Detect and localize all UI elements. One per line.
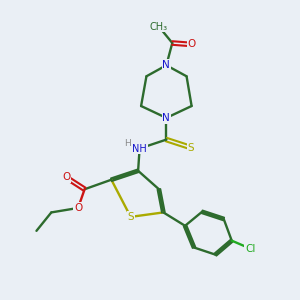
Text: N: N bbox=[163, 113, 170, 123]
Text: N: N bbox=[163, 60, 170, 70]
Text: O: O bbox=[74, 203, 82, 213]
Text: H: H bbox=[124, 139, 131, 148]
Text: S: S bbox=[188, 142, 194, 153]
Text: O: O bbox=[62, 172, 70, 182]
Text: CH₃: CH₃ bbox=[150, 22, 168, 32]
Text: S: S bbox=[128, 212, 134, 222]
Text: NH: NH bbox=[132, 143, 147, 154]
Text: Cl: Cl bbox=[245, 244, 256, 254]
Text: O: O bbox=[188, 40, 196, 50]
